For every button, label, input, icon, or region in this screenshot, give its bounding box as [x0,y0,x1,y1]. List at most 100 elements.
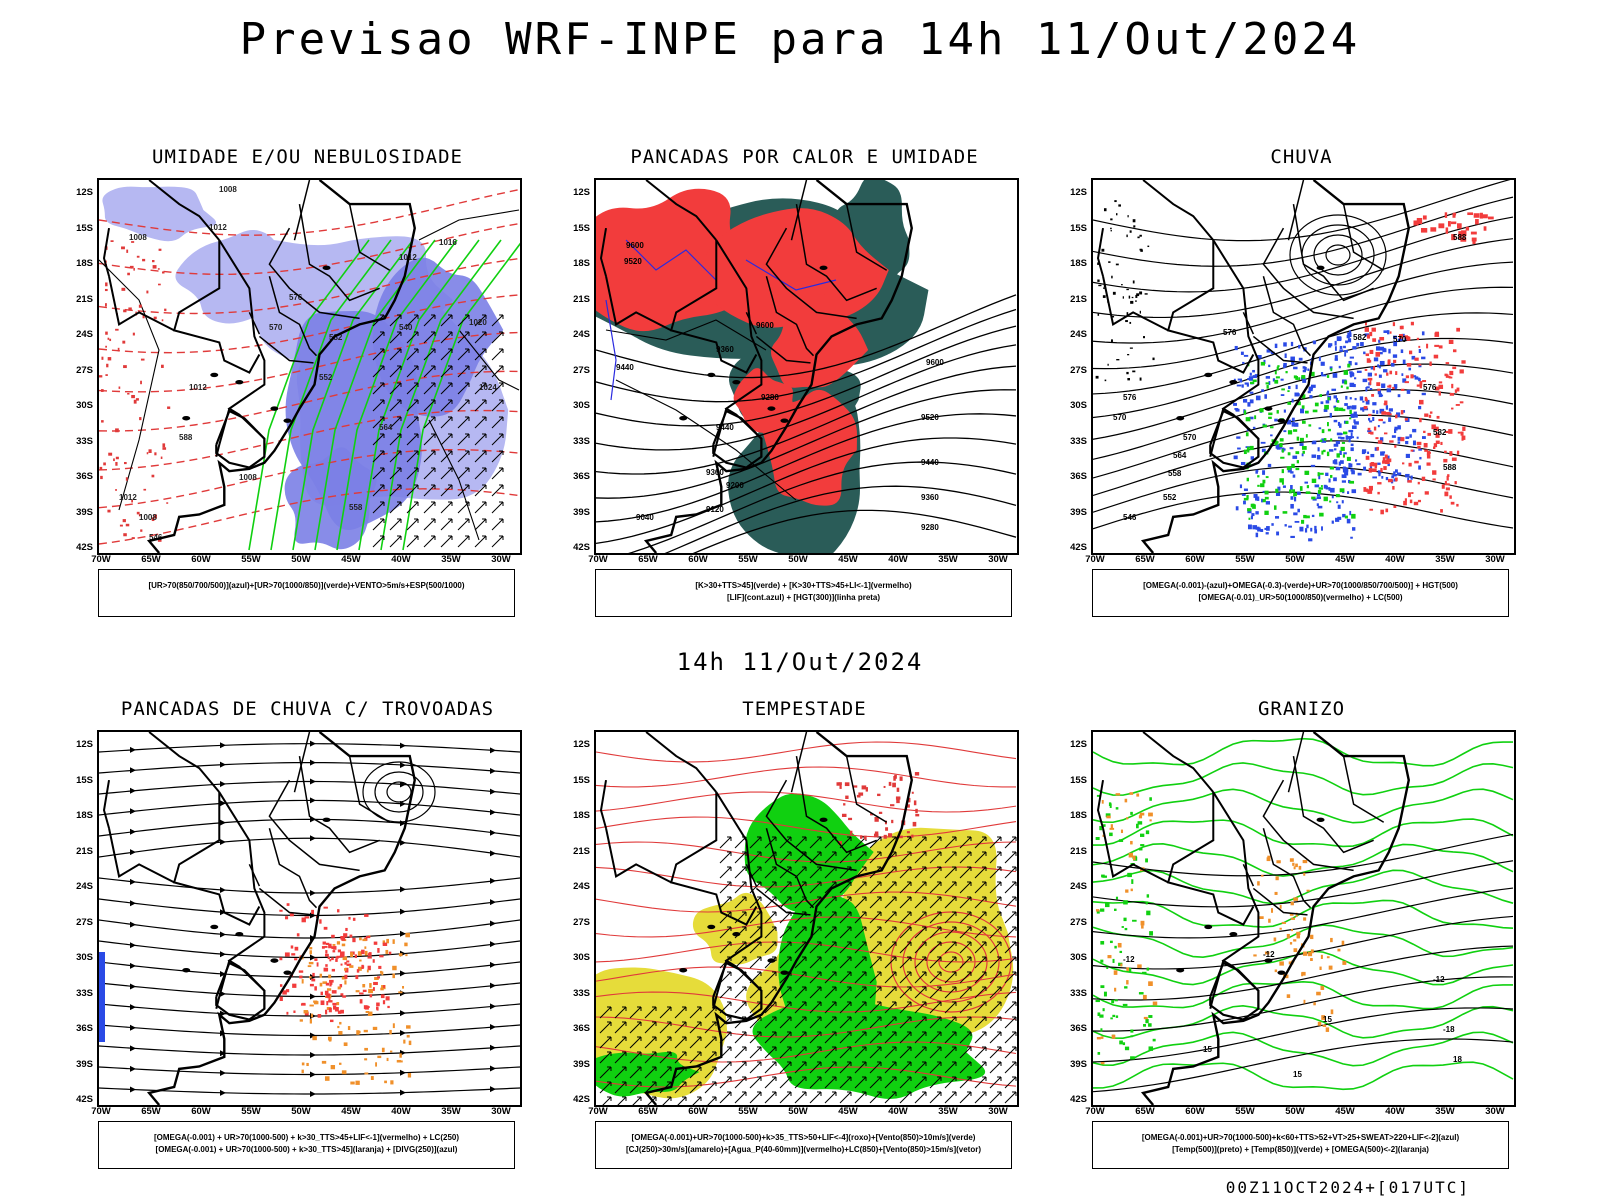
wind-vector [491,416,504,429]
wind-vector-850 [809,866,822,879]
omega-orange-speck [1276,860,1281,864]
omega-blue-speck [1344,470,1349,476]
wind-vector-850 [662,1096,672,1105]
omega-red-speck [1424,491,1429,495]
wind-vector-850 [944,926,957,939]
latitude-label: 24S [573,329,590,340]
wind-vector-850 [794,926,807,939]
wind-vector-850 [884,866,897,879]
precipitable-water-speck [861,785,867,790]
temp850-speck [1099,825,1103,831]
omega-blue-speck [1277,486,1281,491]
flow-arrow [400,1089,406,1096]
wind-vector-850 [779,941,792,954]
wind-vector [491,501,504,514]
latitude-label: 21S [573,845,590,857]
legend-line: [OMEGA(-0.01)_UR>50(1000/850)(vermelho) … [1198,593,1403,602]
omega-green-speck [1319,512,1324,517]
omega-red-speck [1392,386,1395,390]
wind-vector-850 [824,1061,837,1074]
lake [283,970,292,975]
omega-blue-speck [1338,461,1341,466]
omega-blue-speck [1294,422,1299,427]
temp850-speck [1130,1035,1134,1038]
contour-label: 588 [179,433,193,442]
wind-vector-850 [989,881,1002,894]
omega-red-speck [1388,384,1392,388]
flow-arrow [490,1003,496,1010]
wind-vector-850 [929,881,942,894]
storm-red-speck [359,999,363,1004]
thickness-contour [99,294,520,354]
lake [1264,958,1273,963]
omega-green-speck [1269,426,1274,429]
storm-red-speck [385,996,390,1001]
contour-label: 558 [349,503,363,512]
wind-vector-850 [854,971,867,984]
wind-vector-850 [974,1031,987,1044]
omega-red-speck [1438,223,1445,229]
wind-vector-850 [974,1091,987,1104]
contour-label: 1012 [189,383,207,392]
coast-detail-speck [1110,227,1112,230]
hgt500-contour [1325,244,1351,266]
coast-detail-speck [1107,363,1109,366]
coast-detail-speck [1126,234,1128,238]
contour-label: 15 [1293,1070,1302,1079]
storm-red-speck [326,967,329,972]
wind-vector-850 [839,896,852,909]
longitude-label: 70W [91,1106,111,1117]
latitude-label: 27S [573,916,590,928]
contour-label: 564 [1173,451,1187,460]
omega-green-speck [1306,485,1310,489]
storm-orange-speck [392,965,397,971]
wind-vector-850 [809,836,822,849]
wind-vector [406,348,419,361]
omega-blue-speck [1299,526,1304,532]
omega-blue-speck [1353,414,1358,418]
omega-orange-speck [1149,819,1152,822]
storm-red-speck [311,909,315,915]
storm-orange-speck [385,949,389,954]
omega-orange-speck [1274,891,1278,895]
omega-red-speck [1387,478,1393,483]
latitude-label: 12S [1070,187,1087,198]
precipitable-water-speck [911,791,914,794]
precipitable-water-speck [887,833,893,837]
storm-red-speck [388,951,392,955]
omega-green-speck [1336,400,1340,403]
storm-red-speck [286,1011,289,1015]
omega-red-speck [1410,374,1414,379]
wind-vector-850 [914,1061,927,1074]
precipitable-water-speck [896,787,900,792]
temp850-speck [1119,1040,1123,1045]
omega-green-speck [1321,429,1325,434]
lake [235,379,244,385]
longitude-label: 70W [588,554,608,565]
omega-red-speck [1389,331,1392,334]
legend-line: [OMEGA(-0.001)+UR>70(1000-500)+k<60+TTS>… [1141,1133,1460,1142]
omega-green-speck [1312,409,1318,413]
omega-green-speck [1243,449,1247,455]
omega-red-speck [1408,462,1412,467]
streamline-850 [926,941,976,983]
streamline-850 [902,921,1000,1003]
omega-blue-speck [1312,440,1317,444]
omega-blue-speck [1260,528,1264,532]
wind-vector-850 [614,1081,627,1094]
thickness-contour [99,222,520,276]
run-info-footer: 00Z11OCT2024+[017UTC] [1225,1178,1470,1197]
omega-blue-speck [1396,412,1401,418]
red-contour-fragment [140,380,142,385]
omega-blue-speck [1416,377,1420,380]
wind-vector-850 [884,896,897,909]
country-border [1096,779,1105,829]
wind-vector-850 [734,941,747,954]
wind-vector-850 [929,986,942,999]
omega-red-speck [1382,460,1387,464]
omega-orange-speck [1113,970,1118,975]
pressure-contour [428,419,480,541]
red-contour-fragment [131,394,135,399]
red-contour-fragment [115,489,118,491]
wind-vector-850 [764,896,777,909]
